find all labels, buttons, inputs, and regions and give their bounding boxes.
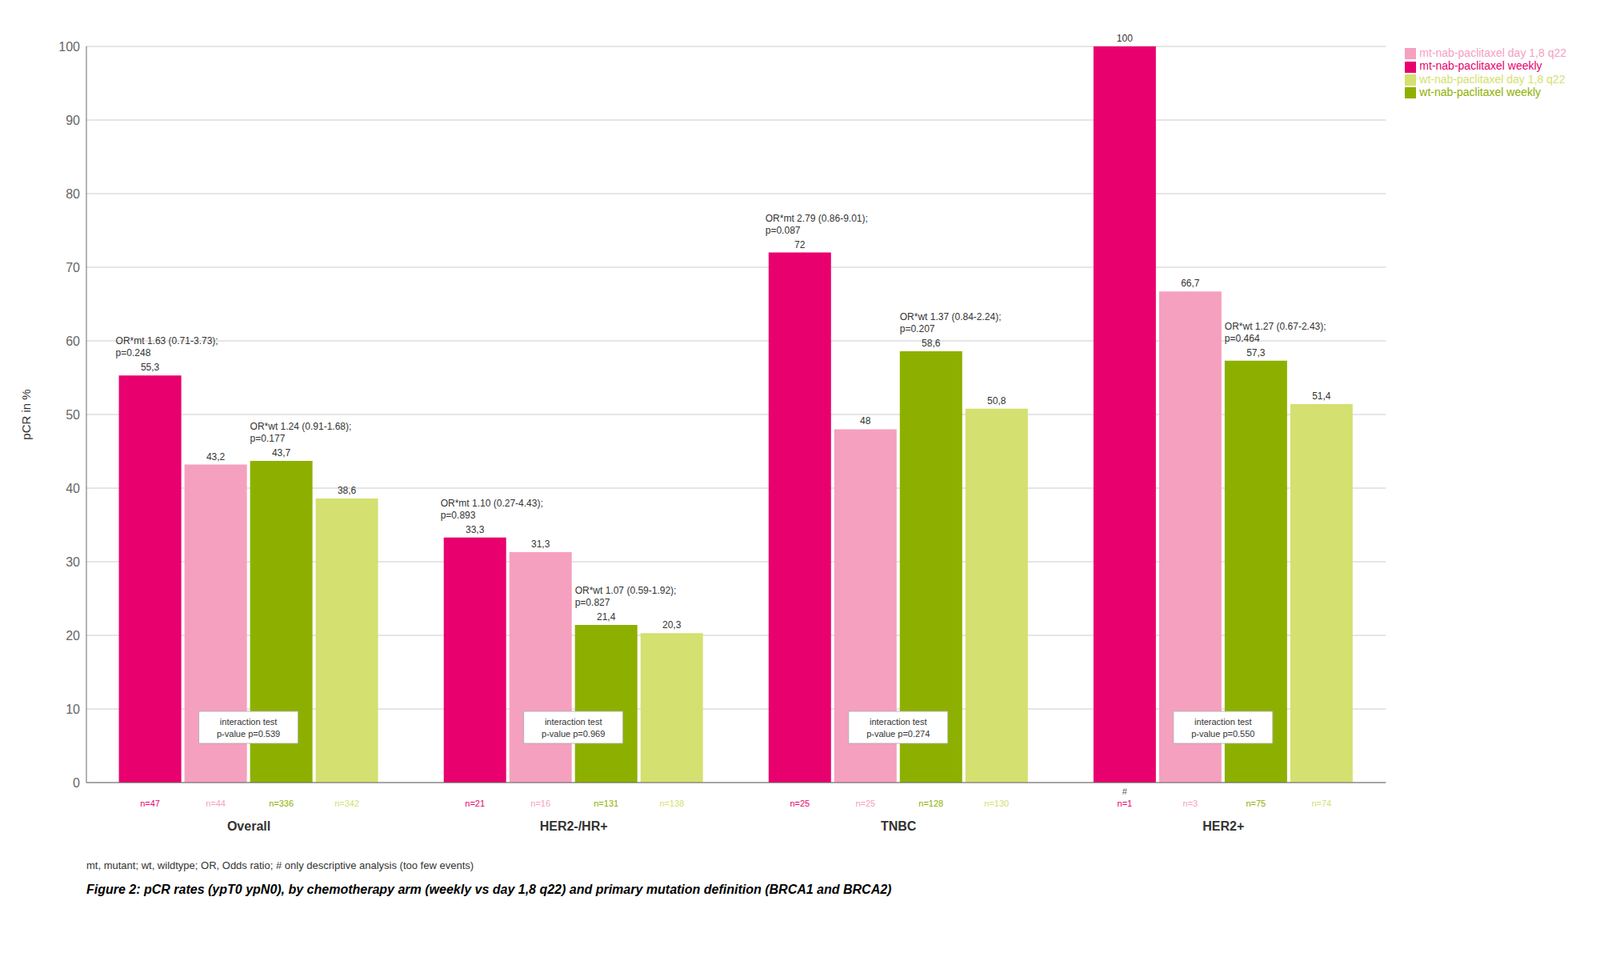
svg-text:n=3: n=3 <box>1183 798 1199 808</box>
svg-text:90: 90 <box>65 113 80 128</box>
svg-text:30: 30 <box>65 555 80 569</box>
svg-text:n=75: n=75 <box>1245 798 1266 808</box>
svg-text:66,7: 66,7 <box>1180 277 1200 289</box>
svg-text:20: 20 <box>65 628 80 643</box>
html-text:wt-nab-paclitaxel weekly: wt-nab-paclitaxel weekly <box>1419 85 1541 99</box>
svg-text:HER2+: HER2+ <box>1202 819 1244 833</box>
svg-text:57,3: 57,3 <box>1246 347 1266 359</box>
svg-text:TNBC: TNBC <box>880 819 917 833</box>
svg-text:n=128: n=128 <box>918 798 944 808</box>
svg-text:pCR in %: pCR in % <box>19 388 33 440</box>
svg-text:n=16: n=16 <box>530 798 551 808</box>
svg-text:OR*wt 1.37 (0.84-2.24);p=0.207: OR*wt 1.37 (0.84-2.24);p=0.207 <box>900 311 1002 335</box>
svg-text:OR*mt 2.79 (0.86-9.01);p=0.087: OR*mt 2.79 (0.86-9.01);p=0.087 <box>765 212 868 236</box>
svg-text:50,8: 50,8 <box>987 395 1007 407</box>
svg-text:#: # <box>1122 786 1128 796</box>
svg-text:51,4: 51,4 <box>1312 390 1332 402</box>
html-text:mt-nab-paclitaxel day 1,8 q22: mt-nab-paclitaxel day 1,8 q22 <box>1419 46 1567 60</box>
svg-text:n=342: n=342 <box>334 798 360 808</box>
svg-text:33,3: 33,3 <box>465 524 485 536</box>
svg-text:n=21: n=21 <box>464 798 485 808</box>
svg-text:OR*wt 1.27 (0.67-2.43);p=0.464: OR*wt 1.27 (0.67-2.43);p=0.464 <box>1224 320 1327 344</box>
svg-text:interaction testp-value p=0.53: interaction testp-value p=0.539 <box>216 716 280 739</box>
svg-text:n=1: n=1 <box>1117 798 1133 808</box>
html-text:wt-nab-paclitaxel day 1,8 q22: wt-nab-paclitaxel day 1,8 q22 <box>1419 72 1566 86</box>
svg-text:38,6: 38,6 <box>337 484 357 496</box>
svg-text:72: 72 <box>794 239 806 251</box>
svg-text:50: 50 <box>65 408 80 422</box>
svg-text:55,3: 55,3 <box>140 361 160 373</box>
svg-text:43,7: 43,7 <box>272 447 292 459</box>
svg-text:n=25: n=25 <box>855 798 876 808</box>
svg-text:n=47: n=47 <box>140 798 160 808</box>
svg-text:OR*wt 1.24 (0.91-1.68);p=0.177: OR*wt 1.24 (0.91-1.68);p=0.177 <box>250 420 352 444</box>
html-text:Figure 2: pCR rates (ypT0 ypN0: Figure 2: pCR rates (ypT0 ypN0), by chem… <box>86 882 892 896</box>
svg-text:interaction testp-value p=0.27: interaction testp-value p=0.274 <box>866 716 930 739</box>
svg-text:80: 80 <box>65 187 80 201</box>
svg-text:n=74: n=74 <box>1311 798 1332 808</box>
svg-text:OR*mt 1.10 (0.27-4.43);p=0.893: OR*mt 1.10 (0.27-4.43);p=0.893 <box>440 497 544 521</box>
svg-text:interaction testp-value p=0.55: interaction testp-value p=0.550 <box>1191 716 1255 739</box>
svg-text:OR*mt 1.63 (0.71-3.73);p=0.248: OR*mt 1.63 (0.71-3.73);p=0.248 <box>116 335 219 359</box>
svg-text:20,3: 20,3 <box>662 619 682 631</box>
svg-text:48: 48 <box>860 415 872 427</box>
svg-text:21,4: 21,4 <box>596 611 616 623</box>
svg-text:n=131: n=131 <box>593 798 619 808</box>
svg-text:n=138: n=138 <box>659 798 684 808</box>
svg-text:100: 100 <box>1116 32 1133 44</box>
svg-text:n=336: n=336 <box>268 798 294 808</box>
svg-text:OR*wt 1.07 (0.59-1.92);p=0.827: OR*wt 1.07 (0.59-1.92);p=0.827 <box>575 584 677 608</box>
svg-text:43,2: 43,2 <box>206 451 226 463</box>
svg-text:interaction testp-value p=0.96: interaction testp-value p=0.969 <box>541 716 605 739</box>
svg-text:100: 100 <box>58 40 80 54</box>
svg-text:0: 0 <box>72 776 80 790</box>
svg-text:31,3: 31,3 <box>531 538 551 550</box>
html-text:mt-nab-paclitaxel weekly: mt-nab-paclitaxel weekly <box>1419 59 1543 73</box>
svg-text:HER2-/HR+: HER2-/HR+ <box>540 819 608 833</box>
svg-text:n=130: n=130 <box>984 798 1009 808</box>
svg-text:n=25: n=25 <box>789 798 810 808</box>
svg-text:70: 70 <box>65 260 80 275</box>
svg-text:60: 60 <box>65 334 80 348</box>
html-text:mt, mutant; wt, wildtype; OR,: mt, mutant; wt, wildtype; OR, Odds ratio… <box>86 859 474 872</box>
svg-text:40: 40 <box>65 481 80 496</box>
svg-text:10: 10 <box>65 702 80 716</box>
svg-text:58,6: 58,6 <box>921 337 941 349</box>
svg-text:n=44: n=44 <box>205 798 226 808</box>
svg-text:Overall: Overall <box>227 819 271 833</box>
